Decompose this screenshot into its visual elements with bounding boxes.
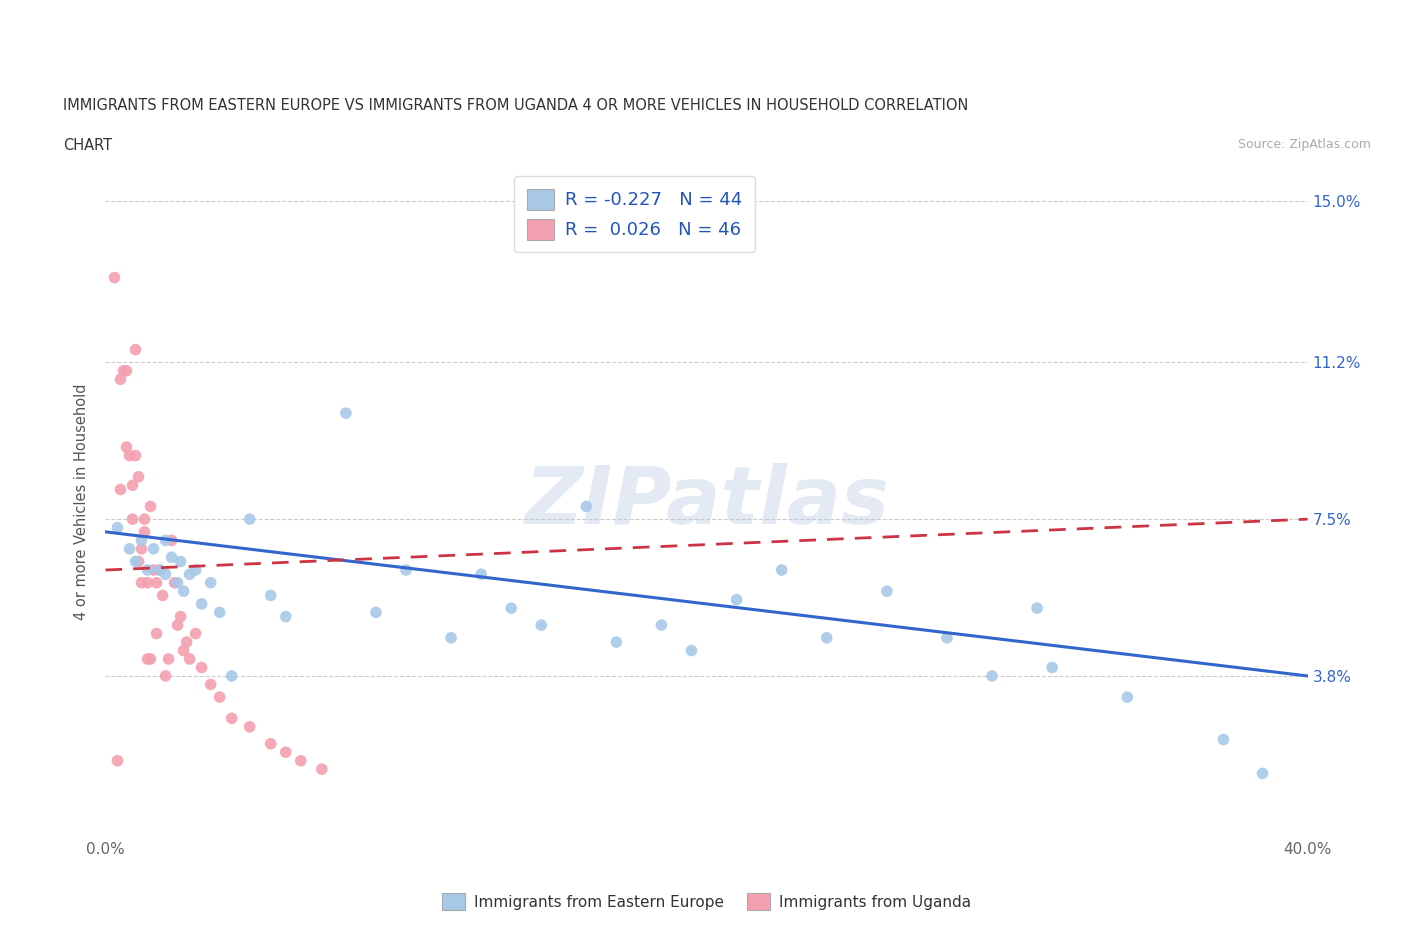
Point [124,448,146,463]
Point [155,566,177,581]
Point [208,604,231,619]
Point [118,448,141,463]
Point [184,563,207,578]
Point [501,601,523,616]
Point [274,609,297,624]
Point [115,440,138,455]
Legend: Immigrants from Eastern Europe, Immigrants from Uganda: Immigrants from Eastern Europe, Immigran… [436,886,977,916]
Point [134,512,156,526]
Point [575,499,598,514]
Point [121,512,143,526]
Point [190,596,212,611]
Point [139,499,162,514]
Point [876,584,898,599]
Point [681,643,703,658]
Point [200,677,222,692]
Point [239,512,262,526]
Point [118,541,141,556]
Point [131,533,153,548]
Point [208,690,231,705]
Point [166,576,188,591]
Point [1026,601,1049,616]
Point [134,525,156,539]
Point [176,634,198,649]
Point [139,652,162,667]
Point [1251,766,1274,781]
Point [163,576,186,591]
Point [190,660,212,675]
Point [221,711,243,725]
Point [274,745,297,760]
Point [115,364,138,379]
Point [364,604,387,619]
Point [128,470,150,485]
Point [260,737,283,751]
Point [124,342,146,357]
Point [136,652,159,667]
Point [200,576,222,591]
Point [131,576,153,591]
Point [110,372,132,387]
Point [128,554,150,569]
Point [179,652,201,667]
Point [335,405,357,420]
Point [173,643,195,658]
Point [395,563,418,578]
Text: Source: ZipAtlas.com: Source: ZipAtlas.com [1237,138,1371,151]
Point [155,669,177,684]
Point [470,566,492,581]
Point [142,563,165,578]
Point [145,576,167,591]
Point [121,478,143,493]
Point [173,584,195,599]
Point [160,533,183,548]
Text: ZIPatlas: ZIPatlas [524,463,889,541]
Point [981,669,1004,684]
Y-axis label: 4 or more Vehicles in Household: 4 or more Vehicles in Household [75,384,90,620]
Point [157,652,180,667]
Point [160,550,183,565]
Point [725,592,748,607]
Point [136,576,159,591]
Point [166,618,188,632]
Point [136,563,159,578]
Point [169,554,191,569]
Point [650,618,672,632]
Point [290,753,312,768]
Point [221,669,243,684]
Point [1116,690,1139,705]
Point [179,566,201,581]
Point [148,563,170,578]
Point [145,626,167,641]
Point [260,588,283,603]
Text: IMMIGRANTS FROM EASTERN EUROPE VS IMMIGRANTS FROM UGANDA 4 OR MORE VEHICLES IN H: IMMIGRANTS FROM EASTERN EUROPE VS IMMIGR… [63,98,969,113]
Point [107,753,129,768]
Point [103,270,125,285]
Point [440,631,463,645]
Point [605,634,627,649]
Point [1040,660,1063,675]
Point [148,563,170,578]
Point [1212,732,1234,747]
Point [152,588,174,603]
Point [107,520,129,535]
Point [936,631,959,645]
Point [530,618,553,632]
Point [131,541,153,556]
Text: CHART: CHART [63,138,112,153]
Point [770,563,793,578]
Point [239,720,262,735]
Point [169,609,191,624]
Point [142,541,165,556]
Point [110,482,132,497]
Point [124,554,146,569]
Point [112,364,135,379]
Point [184,626,207,641]
Point [311,762,333,777]
Point [815,631,838,645]
Point [155,533,177,548]
